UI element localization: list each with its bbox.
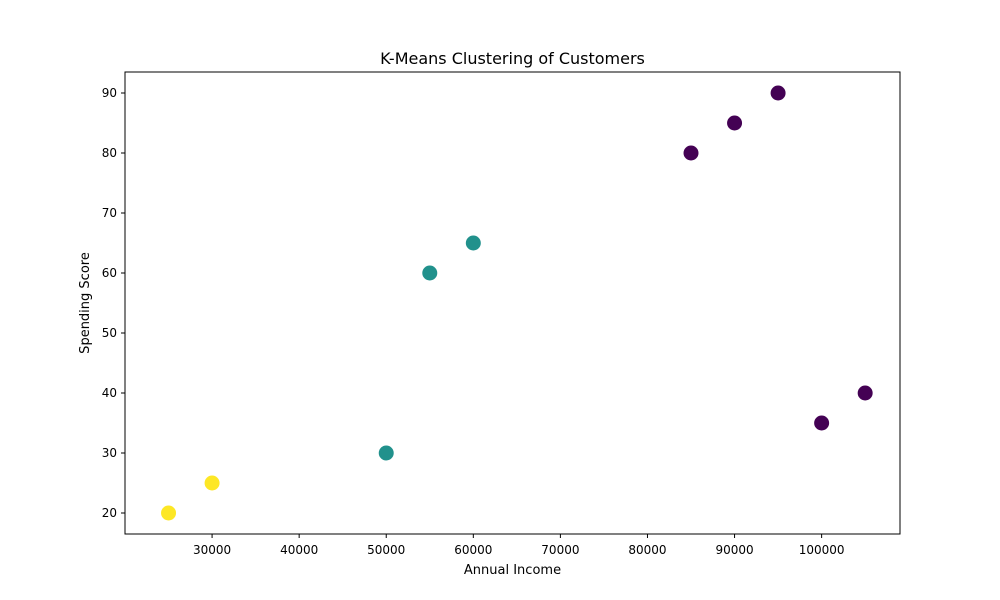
- data-point: [770, 85, 786, 101]
- x-tick-label: 70000: [541, 543, 579, 557]
- y-tick-label: 60: [102, 266, 117, 280]
- data-point: [204, 475, 220, 491]
- x-tick-label: 80000: [628, 543, 666, 557]
- y-tick-label: 50: [102, 326, 117, 340]
- y-axis: 20 30 40 50 60 70 80 90: [102, 86, 125, 520]
- data-point: [378, 445, 394, 461]
- y-tick-label: 40: [102, 386, 117, 400]
- x-axis-label: Annual Income: [464, 563, 561, 578]
- data-point: [465, 235, 481, 251]
- y-axis-label: Spending Score: [78, 252, 93, 354]
- plot-frame: [124, 71, 901, 535]
- x-tick-label: 30000: [193, 543, 231, 557]
- x-tick-label: 100000: [799, 543, 845, 557]
- y-tick-label: 70: [102, 206, 117, 220]
- data-point: [683, 145, 699, 161]
- y-tick-label: 20: [102, 506, 117, 520]
- chart-title: K-Means Clustering of Customers: [380, 49, 645, 68]
- data-point: [422, 265, 438, 281]
- plot-area: [124, 71, 901, 535]
- x-tick-label: 50000: [367, 543, 405, 557]
- x-tick-label: 60000: [454, 543, 492, 557]
- x-tick-label: 90000: [715, 543, 753, 557]
- data-point: [161, 505, 177, 521]
- data-point: [727, 115, 743, 131]
- x-tick-label: 40000: [280, 543, 318, 557]
- x-axis: 30000 40000 50000 60000 70000 80000 90000 10000…: [193, 534, 845, 557]
- y-tick-label: 80: [102, 146, 117, 160]
- y-tick-label: 90: [102, 86, 117, 100]
- y-tick-label: 30: [102, 446, 117, 460]
- data-point: [857, 385, 873, 401]
- data-point: [814, 415, 830, 431]
